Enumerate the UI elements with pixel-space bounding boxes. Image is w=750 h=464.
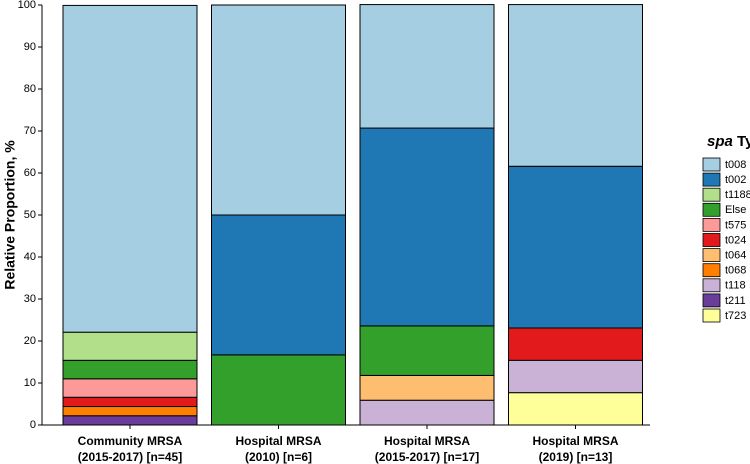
y-tick-label: 30 <box>24 293 36 305</box>
legend-label: t002 <box>725 174 746 186</box>
legend-swatch <box>702 293 721 308</box>
bar-segment <box>359 4 495 129</box>
bar-segment <box>508 392 643 426</box>
y-tick-label: 80 <box>24 83 36 95</box>
legend-swatch <box>702 308 721 323</box>
x-tick-label-line: (2019) [n=13] <box>539 450 613 464</box>
x-tick-label-line: Community MRSA <box>78 434 183 448</box>
legend-swatch <box>702 202 721 217</box>
y-tick-label: 90 <box>24 41 36 53</box>
bar-segment <box>508 327 643 361</box>
x-tick-label: Hospital MRSA (2019) [n=13] <box>532 434 618 464</box>
y-tick-label: 70 <box>24 125 36 137</box>
x-tick-label: Hospital MRSA (2010) [n=6] <box>235 434 321 464</box>
bar-segment <box>62 359 198 380</box>
legend-swatch <box>702 248 721 263</box>
x-tick-label-line: (2010) [n=6] <box>245 450 312 464</box>
legend-swatch <box>702 157 721 172</box>
bar-segment <box>62 406 198 417</box>
y-axis-title: Relative Proportion, % <box>2 140 18 290</box>
bar-segment <box>359 399 495 426</box>
x-tick-label-line: Hospital MRSA <box>532 434 618 448</box>
legend-label: t064 <box>725 250 746 262</box>
y-tick-label: 10 <box>24 377 36 389</box>
legend-title: spa Type <box>707 133 750 150</box>
y-tick-label: 0 <box>30 419 36 431</box>
y-tick-label: 100 <box>18 0 36 11</box>
bar-segment <box>62 415 198 426</box>
bar-segment <box>62 4 198 333</box>
x-tick-label: Hospital MRSA (2015-2017) [n=17] <box>375 434 479 464</box>
x-tick-label-line: (2015-2017) [n=17] <box>375 450 479 464</box>
legend-title-part: Type <box>737 133 750 150</box>
bar-segment <box>211 4 346 216</box>
legend-swatch <box>702 187 721 202</box>
bar-segment <box>211 214 346 356</box>
bar-segment <box>359 325 495 376</box>
bar-segment <box>508 4 643 167</box>
legend-swatch <box>702 233 721 247</box>
legend-swatch <box>702 278 721 293</box>
legend-label: t211 <box>725 295 746 307</box>
y-tick-label: 50 <box>24 209 36 221</box>
y-tick-label: 20 <box>24 335 36 347</box>
legend-label: t723 <box>725 310 746 322</box>
legend-swatch <box>702 172 721 187</box>
y-tick-label: 40 <box>24 251 36 263</box>
x-tick-label-line: Hospital MRSA <box>235 434 321 448</box>
bar-segment <box>62 396 198 408</box>
bar-segment <box>508 359 643 394</box>
legend-swatch <box>702 263 721 278</box>
legend-label: t575 <box>725 219 746 231</box>
legend-label: t068 <box>725 265 746 277</box>
x-tick-label: Community MRSA (2015-2017) [n=45] <box>78 434 183 464</box>
bar-segment <box>211 354 346 426</box>
bar-segment <box>359 374 495 401</box>
legend-swatch <box>702 217 721 232</box>
legend-label: t1188 <box>725 189 750 201</box>
legend-label: t008 <box>725 159 746 171</box>
bar-segment <box>62 331 198 361</box>
legend-title-part: spa <box>707 133 733 150</box>
bar-segment <box>62 378 198 398</box>
bar-segment <box>508 165 643 329</box>
x-tick-label-line: Hospital MRSA <box>384 434 470 448</box>
bar-segment <box>359 127 495 327</box>
legend-label: Else (5) <box>725 204 750 216</box>
legend-label: t118 <box>725 280 746 292</box>
x-tick-label-line: (2015-2017) [n=45] <box>78 450 182 464</box>
legend-label: t024 <box>725 234 746 246</box>
y-tick-label: 60 <box>24 167 36 179</box>
